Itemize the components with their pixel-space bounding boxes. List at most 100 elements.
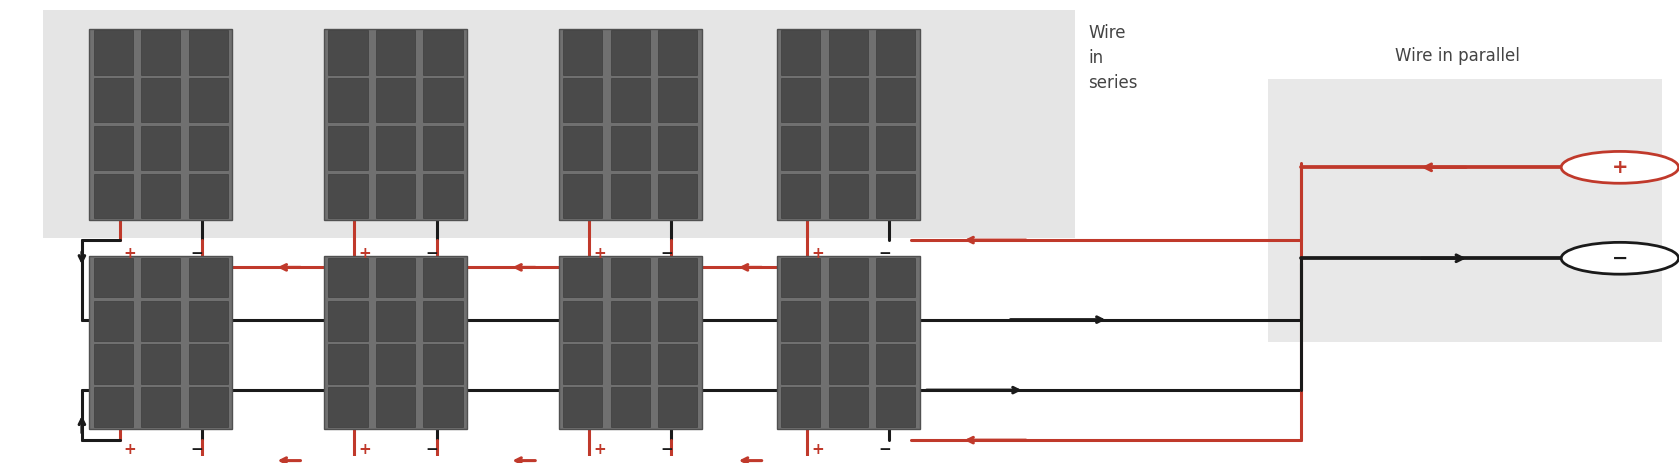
Bar (563, 258, 603, 297)
Bar (376, 301, 415, 341)
Text: −: − (425, 443, 438, 457)
Bar (877, 31, 916, 75)
Bar (612, 126, 650, 170)
Text: +: + (358, 443, 371, 457)
Bar (828, 78, 869, 122)
Bar (94, 301, 133, 341)
Bar (329, 258, 368, 297)
Text: Wire
in
series: Wire in series (1089, 24, 1137, 92)
Bar (659, 258, 697, 297)
Bar (94, 174, 133, 218)
Bar (423, 258, 462, 297)
Bar (423, 301, 462, 341)
Bar (828, 126, 869, 170)
Bar (563, 301, 603, 341)
Text: +: + (811, 443, 823, 457)
Bar (612, 344, 650, 384)
Bar (141, 388, 180, 427)
Bar (781, 126, 820, 170)
Bar (828, 301, 869, 341)
Bar (563, 31, 603, 75)
Bar (188, 344, 228, 384)
Bar (877, 174, 916, 218)
Bar (659, 31, 697, 75)
Bar (324, 29, 467, 219)
Bar (188, 301, 228, 341)
Bar (329, 31, 368, 75)
Bar (329, 344, 368, 384)
Bar (376, 388, 415, 427)
Bar (89, 256, 232, 429)
Bar (612, 78, 650, 122)
Bar (877, 78, 916, 122)
Bar (778, 256, 919, 429)
Bar (329, 174, 368, 218)
Bar (877, 258, 916, 297)
Bar (94, 78, 133, 122)
Bar (877, 388, 916, 427)
Bar (141, 78, 180, 122)
Text: +: + (123, 245, 136, 261)
Bar (828, 344, 869, 384)
Bar (781, 174, 820, 218)
Bar (563, 174, 603, 218)
Bar (188, 31, 228, 75)
Bar (376, 126, 415, 170)
Bar (781, 301, 820, 341)
Circle shape (1561, 151, 1678, 183)
Bar (781, 78, 820, 122)
Bar (141, 126, 180, 170)
Bar (141, 344, 180, 384)
Bar (659, 78, 697, 122)
Bar (329, 301, 368, 341)
Bar (141, 31, 180, 75)
Bar (188, 258, 228, 297)
Bar (89, 29, 232, 219)
Bar (423, 388, 462, 427)
Bar (94, 388, 133, 427)
Text: −: − (190, 443, 203, 457)
Bar (1268, 79, 1662, 342)
Bar (877, 126, 916, 170)
Bar (781, 388, 820, 427)
Bar (659, 388, 697, 427)
Bar (828, 258, 869, 297)
Bar (559, 29, 702, 219)
Bar (94, 31, 133, 75)
Bar (376, 31, 415, 75)
Text: +: + (358, 245, 371, 261)
Bar (423, 31, 462, 75)
Bar (659, 126, 697, 170)
Bar (563, 126, 603, 170)
Bar (141, 174, 180, 218)
Bar (141, 301, 180, 341)
Bar (563, 344, 603, 384)
Bar (423, 174, 462, 218)
Text: +: + (1611, 158, 1628, 177)
Bar (877, 344, 916, 384)
Bar (188, 126, 228, 170)
Bar (828, 31, 869, 75)
Text: −: − (190, 245, 203, 261)
Text: −: − (660, 245, 672, 261)
Bar (141, 258, 180, 297)
Circle shape (1561, 242, 1678, 274)
Bar (376, 258, 415, 297)
Bar (329, 78, 368, 122)
Bar (781, 344, 820, 384)
Bar (423, 344, 462, 384)
Bar (329, 388, 368, 427)
Text: +: + (811, 245, 823, 261)
Bar (778, 29, 919, 219)
Bar (612, 174, 650, 218)
Bar (828, 174, 869, 218)
Bar (781, 258, 820, 297)
Text: −: − (660, 443, 672, 457)
Bar (612, 301, 650, 341)
Bar (188, 174, 228, 218)
Bar (781, 31, 820, 75)
Bar (376, 344, 415, 384)
Bar (376, 174, 415, 218)
Text: +: + (593, 245, 606, 261)
Bar (612, 388, 650, 427)
